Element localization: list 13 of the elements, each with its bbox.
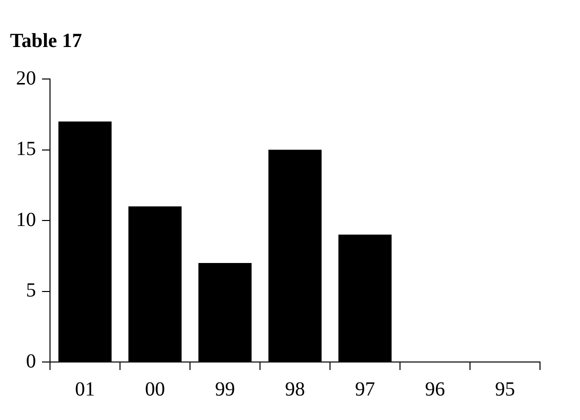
y-tick-label: 0	[26, 350, 36, 372]
x-tick-label: 96	[425, 378, 445, 400]
x-tick-label: 00	[145, 378, 165, 400]
y-tick-label: 10	[16, 208, 36, 231]
y-tick-label: 5	[26, 280, 36, 302]
x-tick-label: 95	[495, 378, 515, 400]
chart-title: Table 17	[10, 30, 82, 52]
x-tick-label: 99	[215, 378, 235, 400]
x-tick-label: 98	[285, 378, 305, 400]
x-tick-label: 97	[355, 378, 375, 400]
y-tick-label: 15	[16, 138, 36, 160]
y-tick-label: 20	[16, 67, 36, 90]
x-tick-label: 01	[75, 378, 95, 400]
